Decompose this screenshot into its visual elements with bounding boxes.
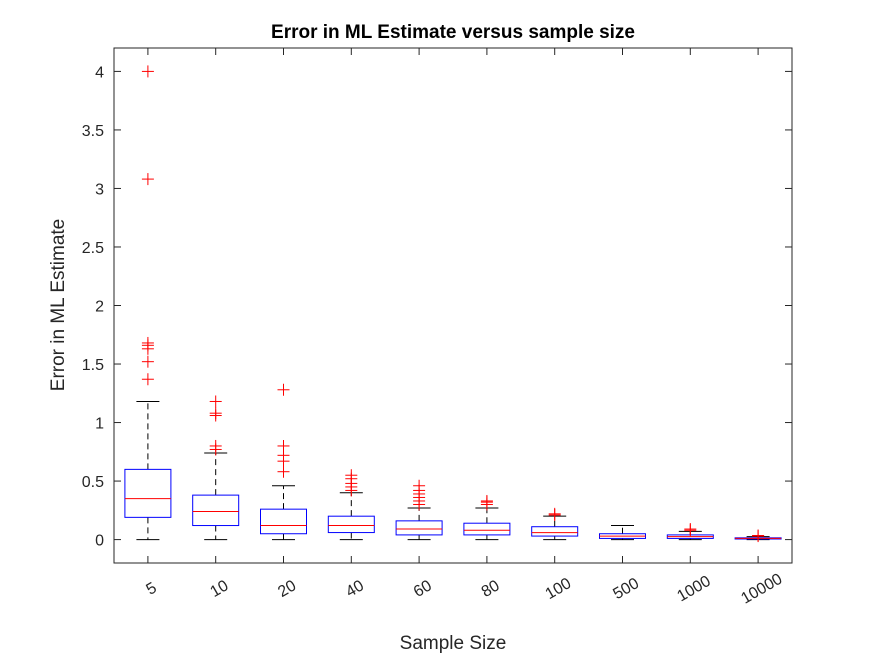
y-tick-label: 2.5 — [82, 240, 104, 257]
outlier-marker — [209, 395, 222, 408]
box — [192, 494, 240, 527]
box-group — [531, 507, 579, 541]
x-tick-label: 60 — [411, 577, 435, 601]
y-tick-label: 1.5 — [82, 357, 104, 374]
outlier-marker — [548, 507, 561, 520]
box-group — [192, 395, 240, 541]
box — [531, 526, 579, 537]
outlier-marker — [480, 494, 493, 507]
outlier-marker — [684, 523, 697, 536]
outlier-marker — [752, 529, 765, 542]
y-tick-label: 4 — [95, 64, 104, 81]
box — [327, 515, 375, 534]
outlier-marker — [277, 439, 290, 452]
y-tick-label: 3.5 — [82, 123, 104, 140]
box-group — [463, 494, 511, 541]
box-group — [395, 479, 443, 541]
box-group — [599, 525, 646, 541]
outlier-marker — [141, 336, 154, 349]
y-tick-label: 3 — [95, 181, 104, 198]
x-axis-label: Sample Size — [400, 633, 507, 654]
box — [124, 468, 172, 518]
outlier-marker — [141, 173, 154, 186]
y-tick-label: 1 — [95, 416, 104, 433]
outlier-marker — [209, 439, 222, 452]
box-group — [260, 383, 307, 541]
outlier-marker — [345, 469, 358, 482]
box-group — [666, 523, 714, 541]
chart-marks — [124, 65, 782, 543]
y-tick-label: 0.5 — [82, 474, 104, 491]
x-tick-label: 40 — [343, 577, 367, 601]
outlier-marker — [209, 407, 222, 420]
plot-area — [114, 48, 792, 563]
chart-title: Error in ML Estimate versus sample size — [271, 22, 635, 43]
box-group — [124, 65, 172, 541]
outlier-marker — [277, 383, 290, 396]
outlier-marker — [141, 373, 154, 386]
outlier-marker — [141, 355, 154, 368]
box — [463, 522, 511, 536]
y-axis-label: Error in ML Estimate — [48, 219, 69, 391]
outlier-marker — [141, 65, 154, 78]
outlier-marker — [277, 465, 290, 478]
y-tick-label: 0 — [95, 533, 104, 550]
box — [395, 520, 443, 536]
box — [260, 508, 307, 535]
x-tick-label: 80 — [479, 577, 503, 601]
box-group — [327, 469, 375, 541]
outlier-marker — [413, 479, 426, 492]
y-tick-label: 2 — [95, 299, 104, 316]
x-tick-label: 20 — [275, 577, 299, 601]
x-tick-label: 10 — [207, 577, 231, 601]
box-group — [734, 529, 782, 543]
